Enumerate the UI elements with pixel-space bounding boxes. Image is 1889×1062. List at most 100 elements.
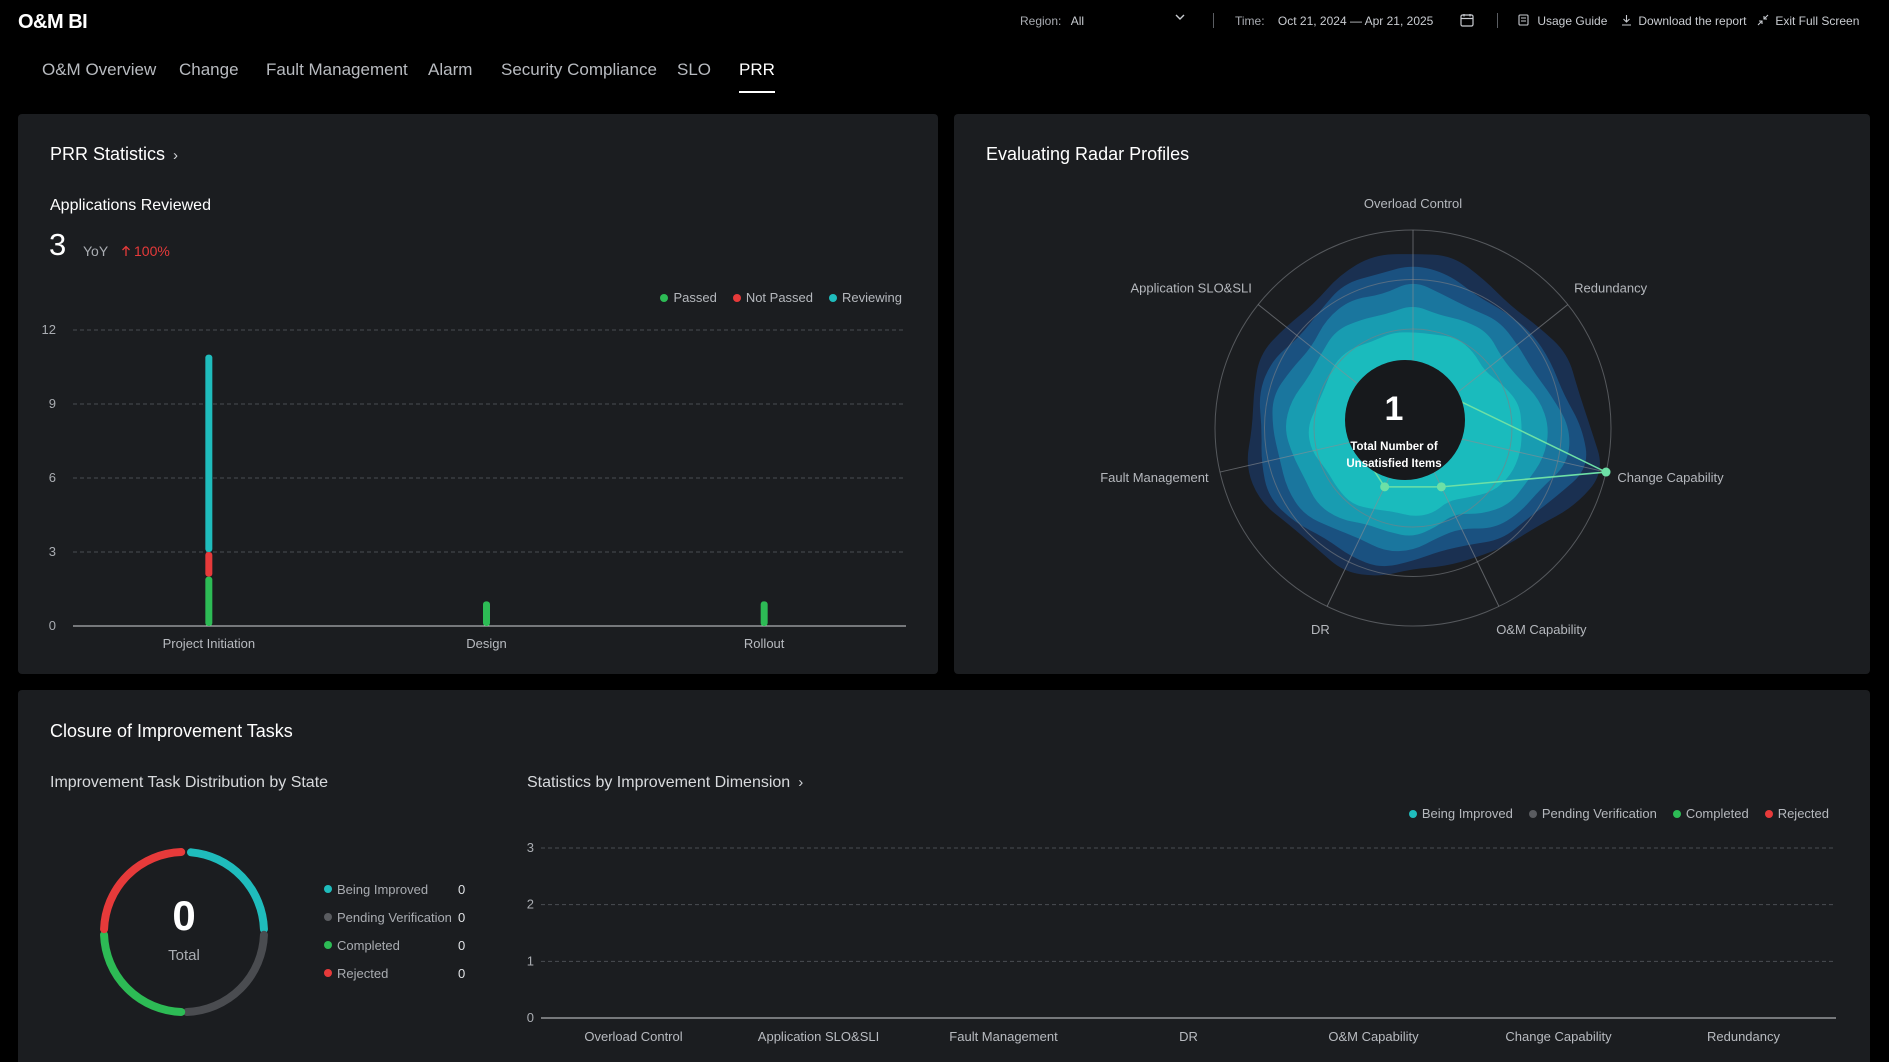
legend-dot	[1764, 809, 1773, 818]
y-tick-label: 2	[527, 897, 534, 912]
legend-dot	[324, 941, 332, 949]
tab-slo[interactable]: SLO	[677, 60, 712, 79]
download-report-link[interactable]: Download the report	[1621, 14, 1746, 28]
exit-full-screen-button[interactable]: Exit Full Screen	[1757, 14, 1859, 28]
state-completed[interactable]: Completed 0	[324, 931, 465, 959]
app-logo: O&M BI	[18, 11, 88, 33]
y-tick-label: 3	[49, 544, 56, 559]
y-tick-label: 12	[42, 322, 56, 337]
dimension-title[interactable]: Statistics by Improvement Dimension ›	[527, 774, 803, 792]
legend-dot	[660, 293, 669, 302]
radar-axis-label: Redundancy	[1574, 280, 1647, 295]
yoy-change: 100%	[121, 243, 170, 259]
radar-axis-label: Application SLO&SLI	[1130, 280, 1251, 295]
legend-item-rejected[interactable]: Rejected	[1764, 806, 1829, 821]
radar-profiles-card: Evaluating Radar Profiles Overload Contr…	[954, 114, 1870, 674]
donut-segment-rejected	[100, 848, 186, 934]
legend-item-being-improved[interactable]: Being Improved	[1408, 806, 1513, 821]
state-pending-verification[interactable]: Pending Verification 0	[324, 903, 466, 931]
applications-reviewed-label: Applications Reviewed	[50, 197, 211, 214]
bar-segment-not-passed	[205, 552, 213, 577]
legend-item-passed[interactable]: Passed	[660, 290, 717, 305]
state-name: Being Improved	[337, 881, 429, 897]
prr-bar-chart: 0 3 6 9 12 Project Initiation Design Rollout	[42, 322, 906, 651]
legend-item-completed[interactable]: Completed	[1672, 806, 1749, 821]
guide-icon	[1518, 14, 1529, 26]
x-tick-label: Application SLO&SLI	[758, 1029, 879, 1044]
legend-dot	[324, 969, 332, 977]
radar-axis-label: DR	[1311, 622, 1330, 637]
task-state-donut	[100, 848, 268, 1016]
x-tick-label: Project Initiation	[163, 636, 256, 651]
state-legend: Being Improved 0 Pending Verification 0 Co…	[324, 875, 466, 987]
yoy-value: 100%	[134, 243, 170, 259]
x-tick-label: DR	[1179, 1029, 1198, 1044]
legend-label: Not Passed	[745, 290, 814, 305]
region-filter[interactable]: Region: All	[1020, 14, 1084, 28]
usage-guide-label: Usage Guide	[1537, 14, 1608, 28]
x-tick-label: Overload Control	[584, 1029, 682, 1044]
divider	[1497, 13, 1498, 28]
closure-card: Closure of Improvement Tasks Improvement…	[18, 690, 1870, 1062]
state-value: 0	[458, 881, 466, 897]
tab-om-overview[interactable]: O&M Overview	[42, 60, 157, 79]
tab-security-compliance[interactable]: Security Compliance	[501, 60, 657, 79]
bar-segment-passed	[760, 601, 768, 626]
radar-data-point	[1380, 482, 1390, 492]
x-tick-label: Rollout	[744, 636, 785, 651]
donut-segment-completed	[100, 930, 186, 1016]
state-being-improved[interactable]: Being Improved 0	[324, 875, 466, 903]
chevron-right-icon: ›	[173, 147, 179, 164]
legend-item-not-passed[interactable]: Not Passed	[732, 290, 814, 305]
donut-segment-pending-verification	[182, 930, 268, 1016]
bar-segment-reviewing	[205, 354, 213, 552]
closure-title: Closure of Improvement Tasks	[50, 721, 293, 741]
tab-fault-management[interactable]: Fault Management	[266, 60, 408, 79]
state-value: 0	[458, 909, 466, 925]
radar-axis-label: O&M Capability	[1496, 622, 1587, 637]
legend-dot	[324, 913, 332, 921]
distribution-title: Improvement Task Distribution by State	[50, 774, 329, 791]
radar-data-point	[1601, 467, 1611, 477]
radar-profiles-title: Evaluating Radar Profiles	[986, 144, 1190, 164]
time-filter[interactable]: Time: Oct 21, 2024 — Apr 21, 2025	[1235, 14, 1433, 28]
radar-axis-label: Fault Management	[1100, 470, 1209, 485]
legend-item-pending-verification[interactable]: Pending Verification	[1528, 806, 1657, 821]
tab-alarm[interactable]: Alarm	[428, 60, 473, 79]
state-rejected[interactable]: Rejected 0	[324, 959, 466, 987]
state-name: Pending Verification	[337, 909, 452, 925]
legend-dot	[732, 293, 741, 302]
dimension-title-text: Statistics by Improvement Dimension	[527, 774, 791, 791]
y-tick-label: 0	[49, 618, 56, 633]
divider	[1213, 13, 1214, 28]
donut-total-label: Total	[168, 947, 200, 964]
legend-dot	[829, 293, 838, 302]
bar-segment-passed	[483, 601, 490, 626]
legend-label: Being Improved	[1421, 806, 1513, 821]
radar-center-disc	[1345, 360, 1465, 480]
legend-dot	[1672, 809, 1681, 818]
radar-axis-label: Change Capability	[1617, 470, 1724, 485]
arrow-up-icon	[122, 245, 130, 256]
yoy-label: YoY	[83, 243, 109, 259]
prr-statistics-title[interactable]: PRR Statistics ›	[50, 144, 178, 165]
tab-prr[interactable]: PRR	[739, 60, 775, 93]
legend-label: Passed	[673, 290, 717, 305]
legend-label: Completed	[1685, 806, 1749, 821]
y-tick-label: 0	[527, 1010, 534, 1025]
download-report-label: Download the report	[1638, 14, 1747, 28]
usage-guide-link[interactable]: Usage Guide	[1518, 14, 1607, 28]
dimension-chart-legend: Being Improved Pending Verification Comp…	[1408, 806, 1829, 821]
legend-dot	[1408, 809, 1417, 818]
region-label: Region:	[1020, 14, 1062, 28]
exit-full-screen-label: Exit Full Screen	[1775, 14, 1860, 28]
legend-label: Reviewing	[842, 290, 902, 305]
legend-item-reviewing[interactable]: Reviewing	[829, 290, 902, 305]
top-bar: O&M BI Region: All Time: Oct 21, 2024 — …	[0, 0, 1889, 42]
state-value: 0	[458, 965, 466, 981]
y-tick-label: 9	[49, 396, 56, 411]
tab-change[interactable]: Change	[179, 60, 239, 79]
calendar-icon[interactable]	[1460, 13, 1474, 30]
chevron-down-icon[interactable]	[1174, 11, 1186, 26]
radar-chart: Overload Control Redundancy Change Capabil…	[1100, 196, 1724, 637]
